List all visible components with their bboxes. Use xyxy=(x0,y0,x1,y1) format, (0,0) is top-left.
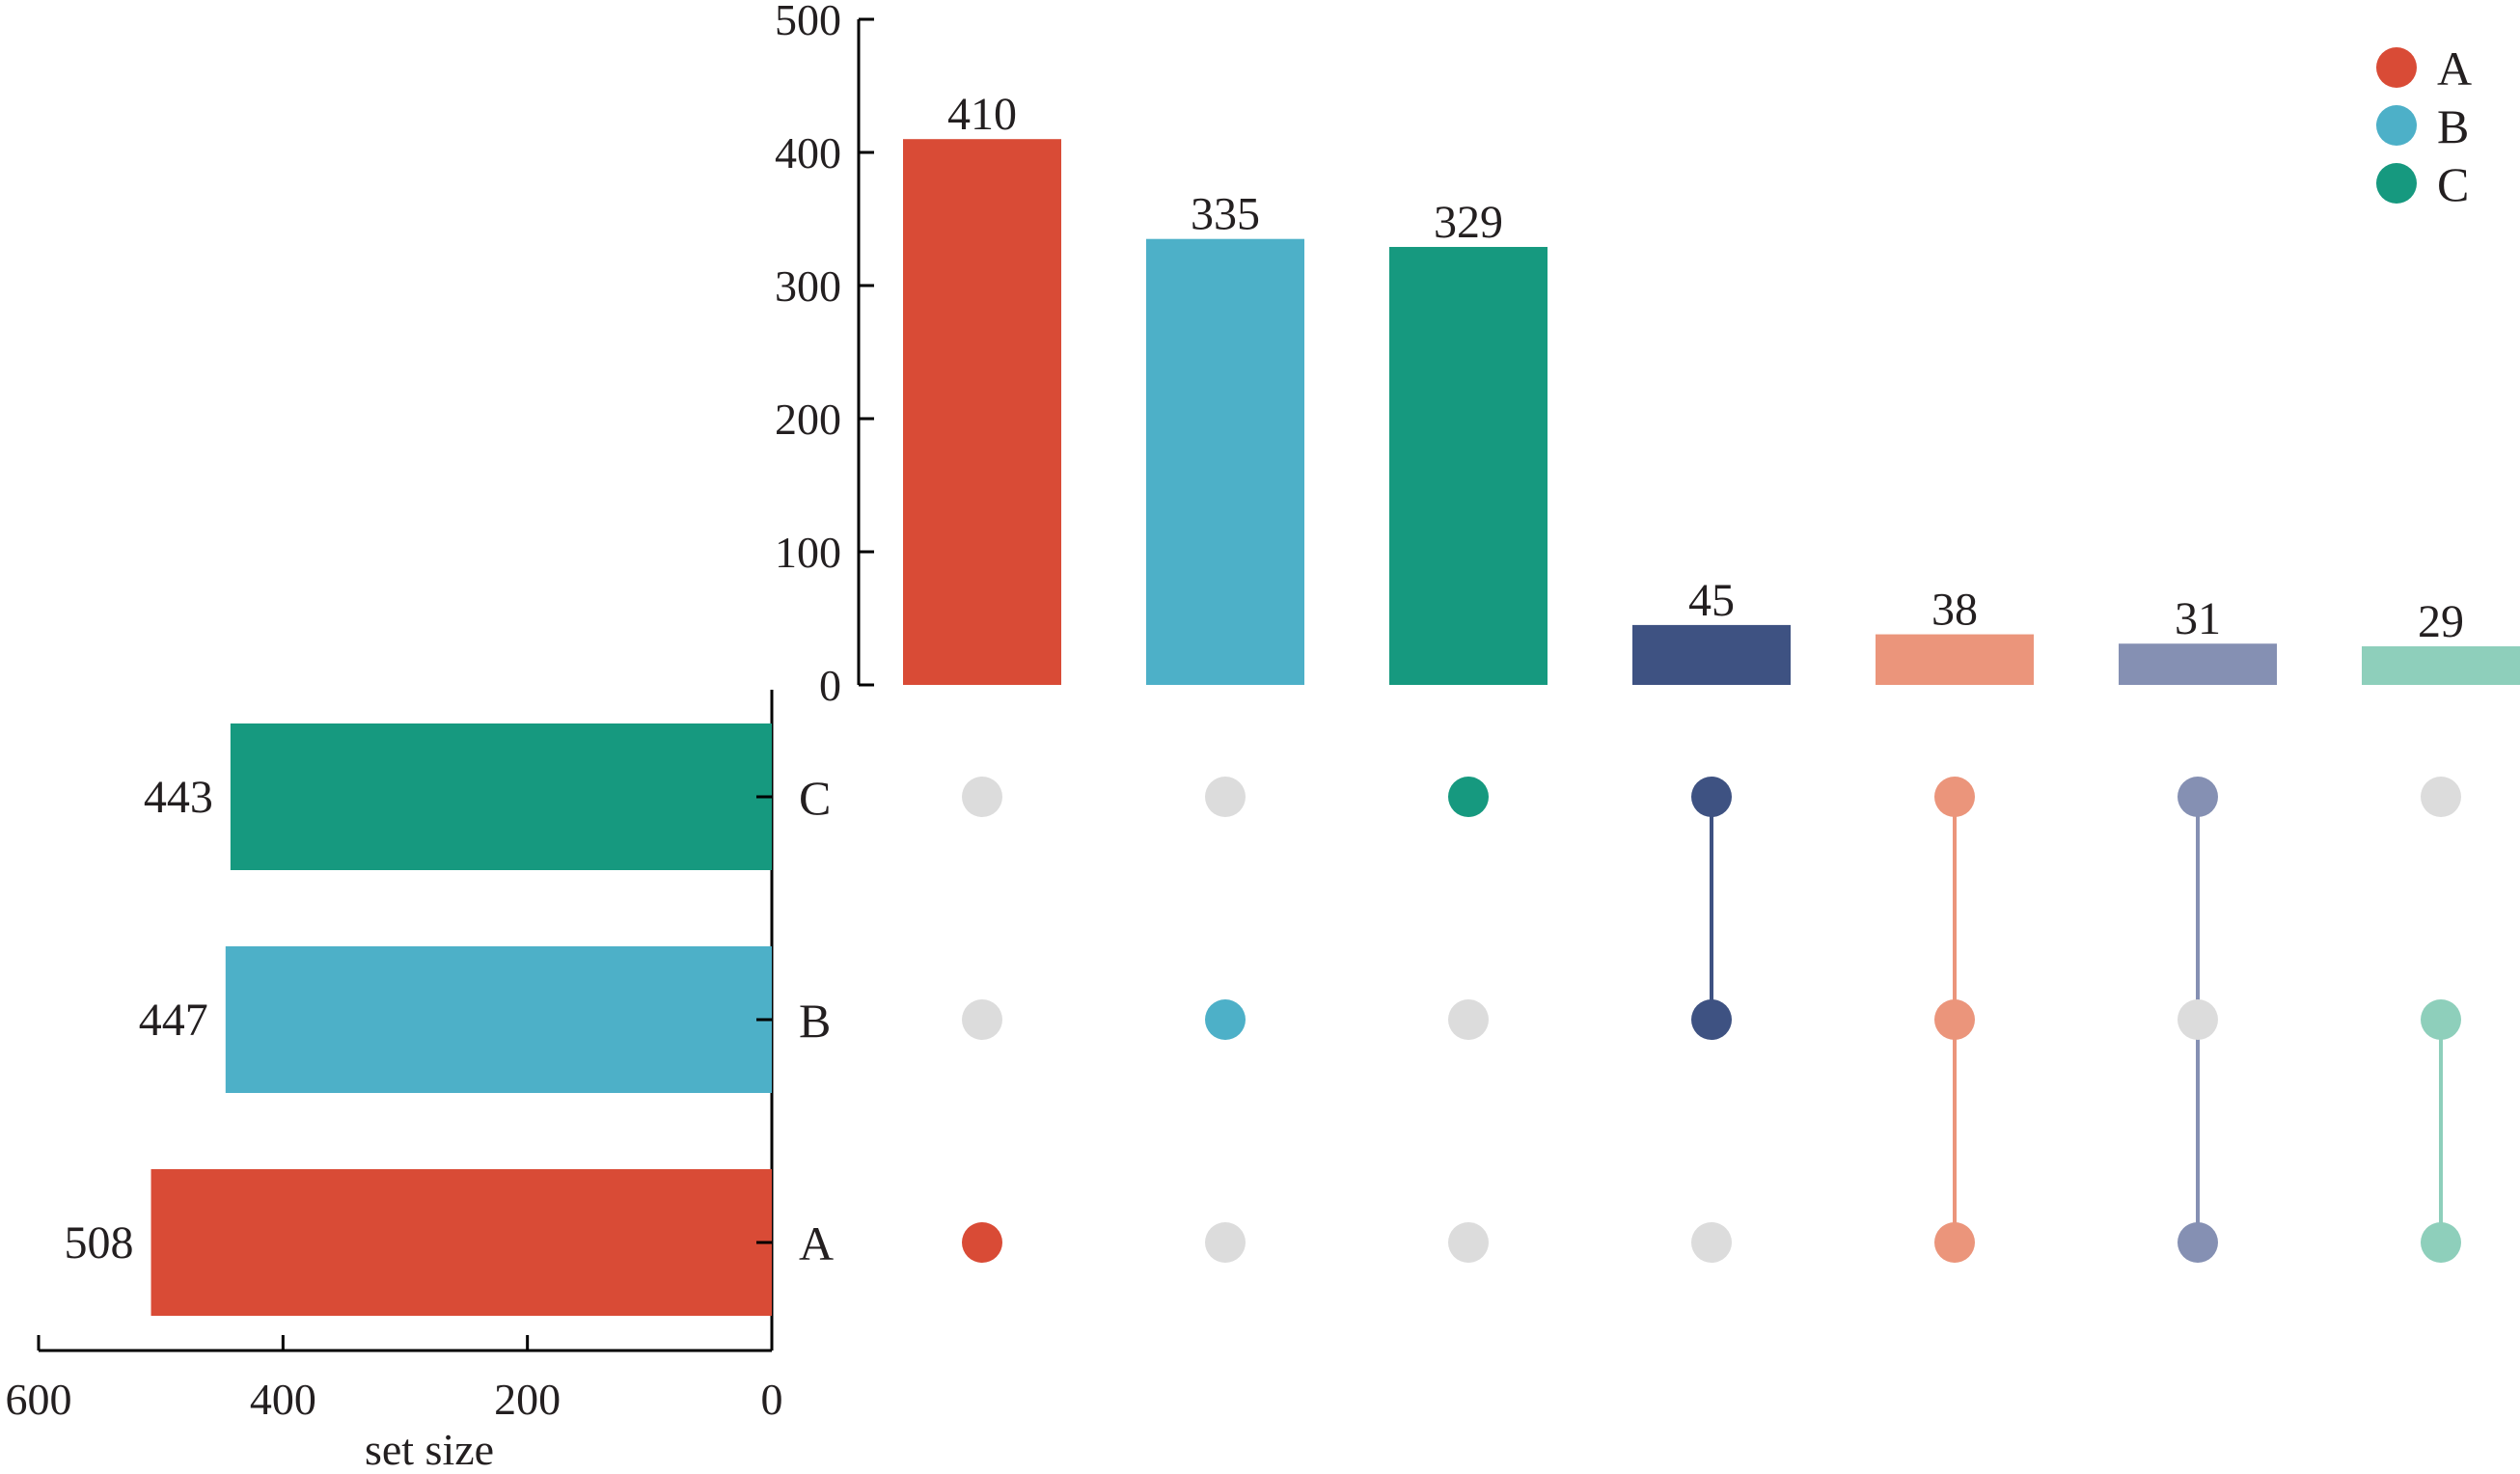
set-size-axis-title: set size xyxy=(365,1425,494,1474)
intersection-bar xyxy=(1146,238,1304,685)
legend-swatch xyxy=(2376,47,2417,88)
set-size-tick-label: 200 xyxy=(494,1375,561,1424)
matrix-dot-active xyxy=(2421,999,2461,1040)
matrix-dot-inactive xyxy=(1205,1222,1246,1263)
matrix-dot-active xyxy=(1205,999,1246,1040)
intersection-value-label: 410 xyxy=(947,89,1017,140)
matrix-dot-inactive xyxy=(2178,999,2218,1040)
legend-label: B xyxy=(2437,99,2469,153)
matrix-dot-active xyxy=(962,1222,1002,1263)
intersection-bar xyxy=(1876,634,2034,685)
matrix-dot-inactive xyxy=(962,777,1002,817)
set-size-tick-label: 600 xyxy=(6,1375,72,1424)
set-size-value-label: 508 xyxy=(65,1217,134,1269)
intersection-bar xyxy=(1389,246,1548,686)
set-size-bar xyxy=(230,723,772,870)
intersection-value-label: 38 xyxy=(1931,585,1978,636)
legend: ABC xyxy=(2376,41,2472,211)
legend-label: C xyxy=(2437,157,2469,211)
intersection-y-tick-label: 200 xyxy=(775,395,841,444)
matrix-dot-active xyxy=(1691,777,1732,817)
matrix-dot-active xyxy=(1934,1222,1975,1263)
intersection-y-tick-label: 500 xyxy=(775,0,841,44)
set-size-value-label: 447 xyxy=(139,995,208,1046)
legend-label: A xyxy=(2437,41,2472,96)
legend-swatch xyxy=(2376,105,2417,146)
matrix-dot-active xyxy=(2178,777,2218,817)
intersection-y-tick-label: 100 xyxy=(775,528,841,577)
matrix-dot-active xyxy=(1934,777,1975,817)
intersection-value-label: 31 xyxy=(2175,593,2221,644)
intersection-value-label: 335 xyxy=(1191,189,1260,240)
matrix-dot-active xyxy=(2421,1222,2461,1263)
set-size-tick-label: 400 xyxy=(250,1375,316,1424)
intersection-bar xyxy=(2362,645,2520,685)
intersection-bar xyxy=(903,139,1061,685)
intersection-value-label: 45 xyxy=(1688,575,1735,626)
set-size-bar xyxy=(151,1169,773,1316)
intersection-bar xyxy=(2119,643,2277,685)
intersection-y-tick-label: 0 xyxy=(819,661,841,710)
intersection-y-tick-label: 300 xyxy=(775,261,841,311)
set-row-label: C xyxy=(799,771,831,825)
intersection-matrix xyxy=(962,777,2461,1263)
matrix-dot-inactive xyxy=(2421,777,2461,817)
matrix-dot-inactive xyxy=(1448,999,1489,1040)
set-row-label: A xyxy=(799,1216,834,1270)
matrix-dot-active xyxy=(2178,1222,2218,1263)
intersection-bar xyxy=(1632,624,1791,685)
matrix-dot-inactive xyxy=(1691,1222,1732,1263)
intersection-value-label: 329 xyxy=(1434,197,1503,248)
intersection-y-tick-label: 400 xyxy=(775,128,841,177)
set-size-value-label: 443 xyxy=(144,772,213,823)
legend-swatch xyxy=(2376,163,2417,204)
matrix-dot-active xyxy=(1448,777,1489,817)
matrix-dot-active xyxy=(1691,999,1732,1040)
matrix-dot-inactive xyxy=(1448,1222,1489,1263)
set-size-tick-label: 0 xyxy=(761,1375,783,1424)
set-row-label: B xyxy=(799,994,831,1048)
matrix-dot-inactive xyxy=(962,999,1002,1040)
matrix-dot-active xyxy=(1934,999,1975,1040)
set-size-bar xyxy=(225,946,773,1093)
matrix-dot-inactive xyxy=(1205,777,1246,817)
intersection-value-label: 29 xyxy=(2418,596,2464,647)
set-size-chart: 600 400 200 0 set size 443 C 447 B 508 A xyxy=(6,690,834,1474)
intersection-size-chart: 0 100 200 300 400 500 410 335 329 45 38 31 29 xyxy=(775,0,2520,710)
